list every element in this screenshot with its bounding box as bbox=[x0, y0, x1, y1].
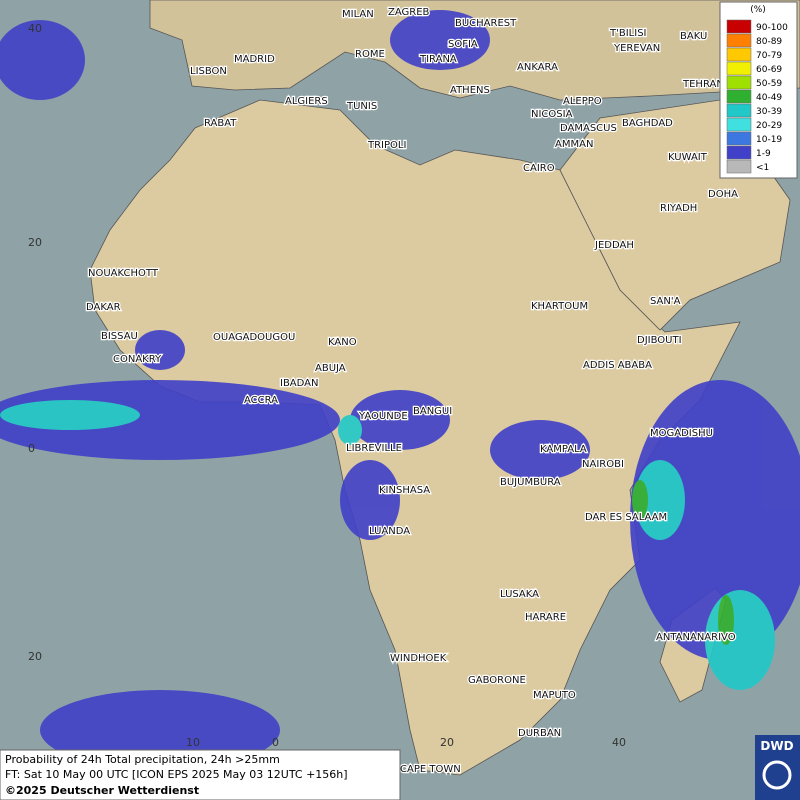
city-label: LIBREVILLE bbox=[346, 443, 402, 454]
lon-label: 10 bbox=[186, 736, 200, 749]
lon-label: 20 bbox=[440, 736, 454, 749]
legend-swatch bbox=[726, 117, 752, 132]
city-label: KAMPALA bbox=[540, 444, 587, 455]
city-label: LISBON bbox=[190, 66, 227, 77]
legend-swatch bbox=[726, 33, 752, 48]
legend-label: 80-89 bbox=[756, 37, 782, 47]
city-label: CONAKRY bbox=[113, 354, 162, 365]
city-label: TIRANA bbox=[419, 54, 457, 65]
city-label: T'BILISI bbox=[609, 28, 646, 39]
legend-swatch bbox=[726, 89, 752, 104]
city-label: ABUJA bbox=[315, 363, 346, 374]
city-label: YEREVAN bbox=[613, 43, 660, 54]
city-label: BAKU bbox=[680, 31, 707, 42]
city-label: NICOSIA bbox=[531, 109, 573, 120]
city-label: DURBAN bbox=[518, 728, 561, 739]
city-label: JEDDAH bbox=[594, 240, 634, 251]
lat-label: 40 bbox=[28, 22, 42, 35]
legend-swatch bbox=[726, 145, 752, 160]
city-label: ROME bbox=[355, 49, 385, 60]
city-label: BANGUI bbox=[413, 406, 452, 417]
city-label: DJIBOUTI bbox=[637, 335, 682, 346]
legend-label: 90-100 bbox=[756, 23, 788, 33]
city-label: TUNIS bbox=[346, 101, 377, 112]
city-label: ACCRA bbox=[244, 395, 278, 406]
city-label: DAMASCUS bbox=[560, 123, 617, 134]
city-label: NAIROBI bbox=[582, 459, 624, 470]
city-label: HARARE bbox=[525, 612, 566, 623]
city-label: LUANDA bbox=[369, 526, 410, 537]
city-label: KUWAIT bbox=[668, 152, 708, 163]
lon-label: 0 bbox=[272, 736, 279, 749]
city-label: IBADAN bbox=[280, 378, 319, 389]
city-label: KINSHASA bbox=[379, 485, 430, 496]
legend-label: <1 bbox=[756, 163, 769, 173]
caption-box bbox=[0, 749, 401, 800]
logo-icon bbox=[762, 760, 792, 790]
legend-label: 70-79 bbox=[756, 51, 782, 61]
legend-label: 60-69 bbox=[756, 65, 782, 75]
caption-line: FT: Sat 10 May 00 UTC [ICON EPS 2025 May… bbox=[5, 768, 348, 781]
city-label: ANTANANARIVO bbox=[656, 632, 736, 643]
legend-swatch bbox=[726, 131, 752, 146]
caption-line: Probability of 24h Total precipitation, … bbox=[5, 753, 280, 766]
legend-swatch bbox=[726, 61, 752, 76]
city-label: BAGHDAD bbox=[622, 118, 673, 129]
legend-swatch bbox=[726, 19, 752, 34]
city-label: WINDHOEK bbox=[390, 653, 447, 664]
city-label: DOHA bbox=[708, 189, 738, 200]
city-label: YAOUNDE bbox=[358, 411, 408, 422]
city-label: MAPUTO bbox=[533, 690, 576, 701]
legend-swatch bbox=[726, 103, 752, 118]
city-label: KANO bbox=[328, 337, 357, 348]
city-label: ATHENS bbox=[450, 85, 490, 96]
city-label: SOFIA bbox=[448, 39, 478, 50]
caption-line: ©2025 Deutscher Wetterdienst bbox=[5, 784, 199, 797]
city-label: BUJUMBURA bbox=[500, 477, 561, 488]
city-label: RIYADH bbox=[660, 203, 697, 214]
city-label: CAIRO bbox=[523, 163, 555, 174]
city-label: BISSAU bbox=[101, 331, 138, 342]
legend-swatch bbox=[726, 75, 752, 90]
city-label: ZAGREB bbox=[388, 7, 430, 18]
legend-label: 50-59 bbox=[756, 79, 782, 89]
city-label: CAPE TOWN bbox=[400, 764, 461, 775]
legend-label: 40-49 bbox=[756, 93, 782, 103]
lat-label: 20 bbox=[28, 650, 42, 663]
city-label: TRIPOLI bbox=[367, 140, 406, 151]
city-label: KHARTOUM bbox=[531, 301, 588, 312]
city-label: NOUAKCHOTT bbox=[88, 268, 159, 279]
city-label: TEHRAN bbox=[682, 79, 724, 90]
legend-title: (%) bbox=[750, 5, 766, 15]
city-label: OUAGADOUGOU bbox=[213, 332, 295, 343]
legend-label: 30-39 bbox=[756, 107, 782, 117]
city-label: MILAN bbox=[342, 9, 374, 20]
city-label: BUCHAREST bbox=[455, 18, 517, 29]
city-label: RABAT bbox=[204, 118, 237, 129]
lon-label: 40 bbox=[612, 736, 626, 749]
lat-label: 20 bbox=[28, 236, 42, 249]
legend-swatch bbox=[726, 47, 752, 62]
city-label: AMMAN bbox=[555, 139, 593, 150]
city-label: DAR ES SALAAM bbox=[585, 512, 667, 523]
city-label: ANKARA bbox=[517, 62, 558, 73]
legend-label: 1-9 bbox=[756, 149, 771, 159]
city-label: SAN'A bbox=[650, 296, 681, 307]
city-label: MOGADISHU bbox=[650, 428, 713, 439]
precipitation bbox=[0, 10, 800, 770]
city-label: LUSAKA bbox=[500, 589, 539, 600]
legend-label: 10-19 bbox=[756, 135, 782, 145]
city-label: GABORONE bbox=[468, 675, 526, 686]
legend-swatch bbox=[726, 159, 752, 174]
city-label: ADDIS ABABA bbox=[583, 360, 652, 371]
legend-label: 20-29 bbox=[756, 121, 782, 131]
city-label: ALGIERS bbox=[285, 96, 328, 107]
city-label: ALEPPO bbox=[563, 96, 602, 107]
lat-label: 0 bbox=[28, 442, 35, 455]
logo: DWD bbox=[760, 739, 793, 753]
legend: (%) 90-100 80-89 70-79 60-69 50-59 40-49 30-39… bbox=[719, 1, 798, 179]
city-label: MADRID bbox=[234, 54, 275, 65]
city-label: DAKAR bbox=[86, 302, 121, 313]
